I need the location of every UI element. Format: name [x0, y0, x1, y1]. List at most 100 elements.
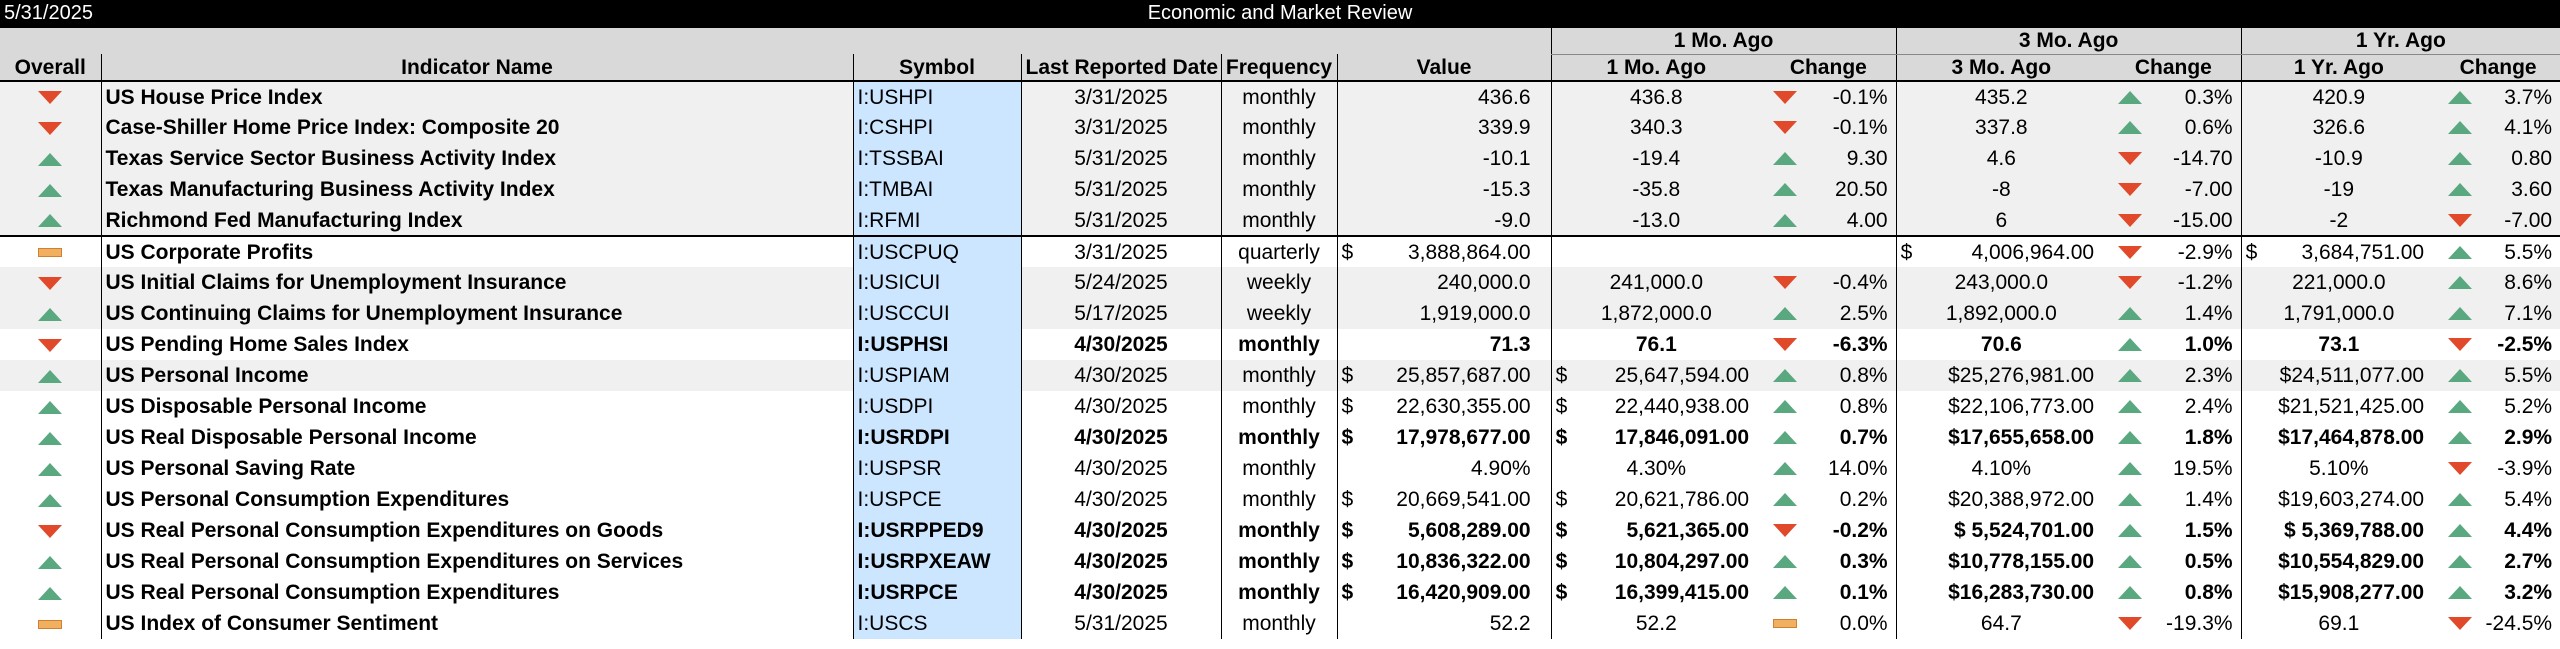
symbol[interactable]: I:USCCUI: [853, 298, 1022, 329]
change-1yr[interactable]: 2.9%: [2436, 422, 2560, 453]
last-reported-date[interactable]: 4/30/2025: [1021, 329, 1222, 360]
indicator-name[interactable]: Texas Service Sector Business Activity I…: [101, 143, 854, 174]
value-3mo-ago[interactable]: 6: [1896, 205, 2107, 236]
frequency[interactable]: quarterly: [1221, 235, 1338, 267]
table-row[interactable]: US Personal Income I:USPIAM 4/30/2025 month…: [0, 360, 2560, 391]
overall-indicator[interactable]: [0, 391, 102, 422]
overall-indicator[interactable]: [0, 174, 102, 205]
value-3mo-ago[interactable]: $4,006,964.00: [1896, 235, 2107, 267]
frequency[interactable]: monthly: [1221, 608, 1338, 639]
frequency[interactable]: monthly: [1221, 174, 1338, 205]
change-1yr[interactable]: -24.5%: [2436, 608, 2560, 639]
last-reported-date[interactable]: 5/31/2025: [1021, 608, 1222, 639]
symbol[interactable]: I:CSHPI: [853, 112, 1022, 143]
col-header-3mo[interactable]: 3 Mo. Ago: [1896, 54, 2107, 82]
overall-indicator[interactable]: [0, 81, 102, 112]
overall-indicator[interactable]: [0, 422, 102, 453]
change-3mo[interactable]: -1.2%: [2106, 267, 2242, 298]
value-3mo-ago[interactable]: 70.6: [1896, 329, 2107, 360]
change-1mo[interactable]: 9.30: [1761, 143, 1897, 174]
change-1yr[interactable]: -3.9%: [2436, 453, 2560, 484]
last-reported-date[interactable]: 3/31/2025: [1021, 235, 1222, 267]
change-1yr[interactable]: 5.2%: [2436, 391, 2560, 422]
table-row[interactable]: US Real Personal Consumption Expenditure…: [0, 546, 2560, 577]
change-1yr[interactable]: 3.2%: [2436, 577, 2560, 608]
symbol[interactable]: I:RFMI: [853, 205, 1022, 236]
value[interactable]: 436.6: [1337, 81, 1552, 112]
table-row[interactable]: US House Price Index I:USHPI 3/31/2025 mont…: [0, 81, 2560, 112]
value-1mo-ago[interactable]: -19.4: [1551, 143, 1762, 174]
change-1mo[interactable]: 0.3%: [1761, 546, 1897, 577]
last-reported-date[interactable]: 4/30/2025: [1021, 577, 1222, 608]
value-1yr-ago[interactable]: 326.6: [2241, 112, 2437, 143]
indicator-name[interactable]: US House Price Index: [101, 81, 854, 112]
change-1mo[interactable]: -0.4%: [1761, 267, 1897, 298]
symbol[interactable]: I:USICUI: [853, 267, 1022, 298]
value-3mo-ago[interactable]: 4.10%: [1896, 453, 2107, 484]
indicator-name[interactable]: Richmond Fed Manufacturing Index: [101, 205, 854, 236]
indicator-name[interactable]: US Disposable Personal Income: [101, 391, 854, 422]
frequency[interactable]: monthly: [1221, 205, 1338, 236]
value-1mo-ago[interactable]: 241,000.0: [1551, 267, 1762, 298]
value-1mo-ago[interactable]: $17,846,091.00: [1551, 422, 1762, 453]
col-header-frequency[interactable]: Frequency: [1221, 54, 1338, 82]
value-1yr-ago[interactable]: $21,521,425.00: [2241, 391, 2437, 422]
indicator-name[interactable]: Case-Shiller Home Price Index: Composite…: [101, 112, 854, 143]
overall-indicator[interactable]: [0, 484, 102, 515]
symbol[interactable]: I:USHPI: [853, 81, 1022, 112]
last-reported-date[interactable]: 4/30/2025: [1021, 515, 1222, 546]
change-3mo[interactable]: -14.70: [2106, 143, 2242, 174]
change-1yr[interactable]: 3.7%: [2436, 81, 2560, 112]
frequency[interactable]: weekly: [1221, 298, 1338, 329]
symbol[interactable]: I:USPHSI: [853, 329, 1022, 360]
frequency[interactable]: monthly: [1221, 453, 1338, 484]
overall-indicator[interactable]: [0, 267, 102, 298]
value-1yr-ago[interactable]: $24,511,077.00: [2241, 360, 2437, 391]
overall-indicator[interactable]: [0, 515, 102, 546]
last-reported-date[interactable]: 4/30/2025: [1021, 391, 1222, 422]
change-1yr[interactable]: 2.7%: [2436, 546, 2560, 577]
change-3mo[interactable]: 2.4%: [2106, 391, 2242, 422]
value-1mo-ago[interactable]: -13.0: [1551, 205, 1762, 236]
frequency[interactable]: monthly: [1221, 329, 1338, 360]
table-row[interactable]: Texas Service Sector Business Activity I…: [0, 143, 2560, 174]
value-1yr-ago[interactable]: 73.1: [2241, 329, 2437, 360]
table-row[interactable]: US Continuing Claims for Unemployment In…: [0, 298, 2560, 329]
indicator-name[interactable]: US Real Personal Consumption Expenditure…: [101, 515, 854, 546]
frequency[interactable]: monthly: [1221, 484, 1338, 515]
value-3mo-ago[interactable]: -8: [1896, 174, 2107, 205]
value[interactable]: $10,836,322.00: [1337, 546, 1552, 577]
change-1mo[interactable]: 0.8%: [1761, 391, 1897, 422]
value-1mo-ago[interactable]: -35.8: [1551, 174, 1762, 205]
value-1yr-ago[interactable]: $3,684,751.00: [2241, 235, 2437, 267]
value-1mo-ago[interactable]: 52.2: [1551, 608, 1762, 639]
frequency[interactable]: monthly: [1221, 422, 1338, 453]
value-3mo-ago[interactable]: 337.8: [1896, 112, 2107, 143]
value-1mo-ago[interactable]: 4.30%: [1551, 453, 1762, 484]
change-1mo[interactable]: [1761, 235, 1897, 267]
change-1yr[interactable]: 3.60: [2436, 174, 2560, 205]
value-3mo-ago[interactable]: $20,388,972.00: [1896, 484, 2107, 515]
last-reported-date[interactable]: 5/31/2025: [1021, 174, 1222, 205]
frequency[interactable]: monthly: [1221, 391, 1338, 422]
value-1yr-ago[interactable]: 5.10%: [2241, 453, 2437, 484]
frequency[interactable]: monthly: [1221, 81, 1338, 112]
value[interactable]: $25,857,687.00: [1337, 360, 1552, 391]
symbol[interactable]: I:USRPCE: [853, 577, 1022, 608]
value-1mo-ago[interactable]: $25,647,594.00: [1551, 360, 1762, 391]
symbol[interactable]: I:TMBAI: [853, 174, 1022, 205]
overall-indicator[interactable]: [0, 329, 102, 360]
change-3mo[interactable]: -15.00: [2106, 205, 2242, 236]
last-reported-date[interactable]: 5/17/2025: [1021, 298, 1222, 329]
change-1yr[interactable]: 7.1%: [2436, 298, 2560, 329]
change-1yr[interactable]: 5.5%: [2436, 235, 2560, 267]
table-row[interactable]: US Real Personal Consumption Expenditure…: [0, 577, 2560, 608]
col-header-3mo-change[interactable]: Change: [2106, 54, 2242, 82]
table-row[interactable]: Richmond Fed Manufacturing Index I:RFMI 5/…: [0, 205, 2560, 236]
last-reported-date[interactable]: 4/30/2025: [1021, 546, 1222, 577]
indicator-name[interactable]: US Pending Home Sales Index: [101, 329, 854, 360]
value[interactable]: 52.2: [1337, 608, 1552, 639]
col-header-symbol[interactable]: Symbol: [853, 54, 1022, 82]
value-3mo-ago[interactable]: $22,106,773.00: [1896, 391, 2107, 422]
last-reported-date[interactable]: 4/30/2025: [1021, 484, 1222, 515]
